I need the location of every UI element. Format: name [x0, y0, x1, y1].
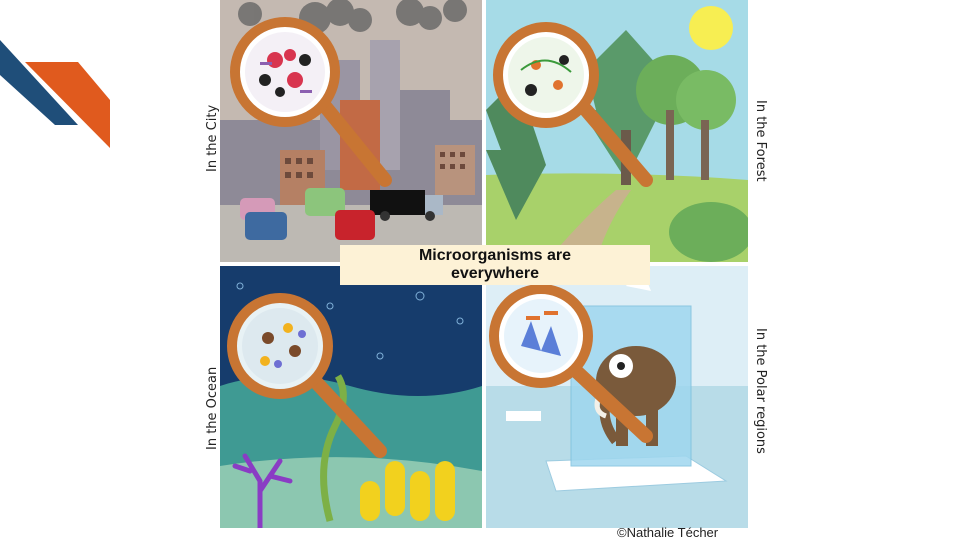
coral-icon: [232, 453, 293, 528]
ocean-panel: [220, 266, 482, 528]
truck-icon: [370, 190, 443, 221]
label-forest: In the Forest: [753, 100, 768, 182]
polar-panel: [486, 266, 748, 528]
label-city: In the City: [205, 104, 220, 172]
corner-decoration: [0, 40, 110, 148]
label-polar: In the Polar regions: [753, 328, 768, 454]
title-banner: Microorganisms are everywhere: [340, 245, 650, 285]
banner-line-1: Microorganisms are: [418, 247, 572, 264]
city-panel: [220, 0, 482, 262]
image-credit: ©Nathalie Técher: [617, 525, 719, 540]
sun-icon: [689, 6, 733, 50]
banner-line-2: everywhere: [450, 265, 540, 282]
label-ocean: In the Ocean: [205, 366, 220, 450]
forest-panel: [486, 0, 748, 262]
